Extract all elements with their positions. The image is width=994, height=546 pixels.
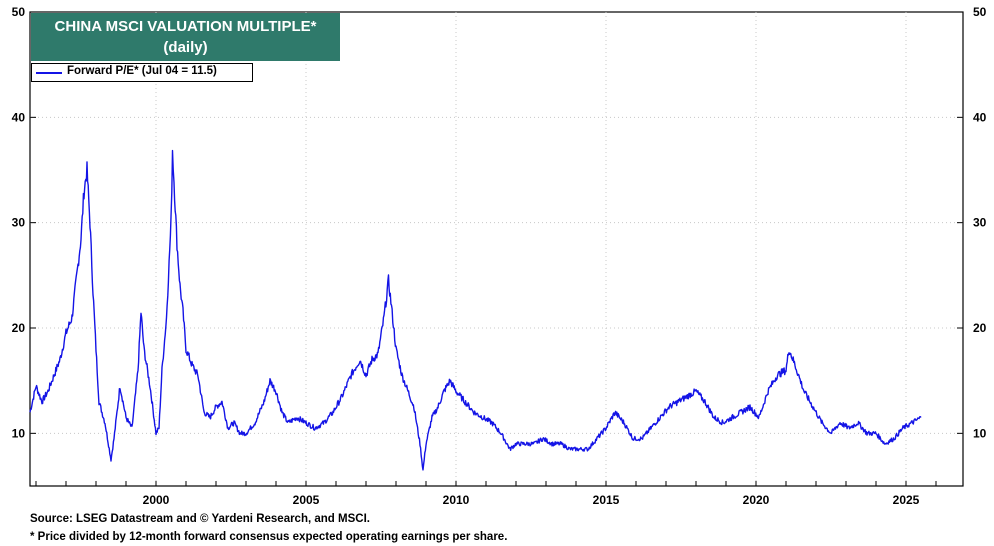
- footer-note: * Price divided by 12-month forward cons…: [30, 531, 508, 543]
- y-tick-label-left-50: 50: [12, 5, 26, 19]
- legend-swatch-forward-pe: [36, 72, 62, 74]
- series-line-forward-pe: [29, 149, 922, 471]
- x-tick-label-2015: 2015: [593, 493, 620, 507]
- footer-source: Source: LSEG Datastream and © Yardeni Re…: [30, 513, 370, 525]
- y-tick-label-right-20: 20: [973, 321, 987, 335]
- x-tick-label-2005: 2005: [293, 493, 320, 507]
- y-tick-label-right-40: 40: [973, 110, 987, 124]
- x-tick-label-2000: 2000: [143, 493, 170, 507]
- plot-frame: [29, 11, 964, 487]
- y-tick-label-left-10: 10: [12, 426, 26, 440]
- y-tick-labels-left: 10 20 30 40 50: [12, 5, 26, 440]
- y-tick-label-left-30: 30: [12, 216, 26, 230]
- tick-marks: [30, 11, 963, 486]
- x-tick-label-2020: 2020: [743, 493, 770, 507]
- legend: Forward P/E* (Jul 04 = 11.5): [31, 63, 253, 82]
- x-tick-label-2010: 2010: [443, 493, 470, 507]
- legend-label: Forward P/E* (Jul 04 = 11.5): [67, 65, 217, 77]
- y-tick-label-right-30: 30: [973, 216, 987, 230]
- series-group: [29, 149, 922, 471]
- y-tick-label-right-50: 50: [973, 5, 987, 19]
- y-tick-labels-right: 10 20 30 40 50: [973, 5, 987, 440]
- y-tick-label-left-40: 40: [12, 110, 26, 124]
- chart-title: CHINA MSCI VALUATION MULTIPLE*: [54, 18, 317, 35]
- y-tick-label-left-20: 20: [12, 321, 26, 335]
- chart-subtitle: (daily): [163, 39, 208, 56]
- chart-title-box: CHINA MSCI VALUATION MULTIPLE* (daily): [31, 13, 340, 61]
- x-tick-labels: 2000 2005 2010 2015 2020 2025: [143, 493, 920, 507]
- x-tick-label-2025: 2025: [893, 493, 920, 507]
- y-tick-label-right-10: 10: [973, 426, 987, 440]
